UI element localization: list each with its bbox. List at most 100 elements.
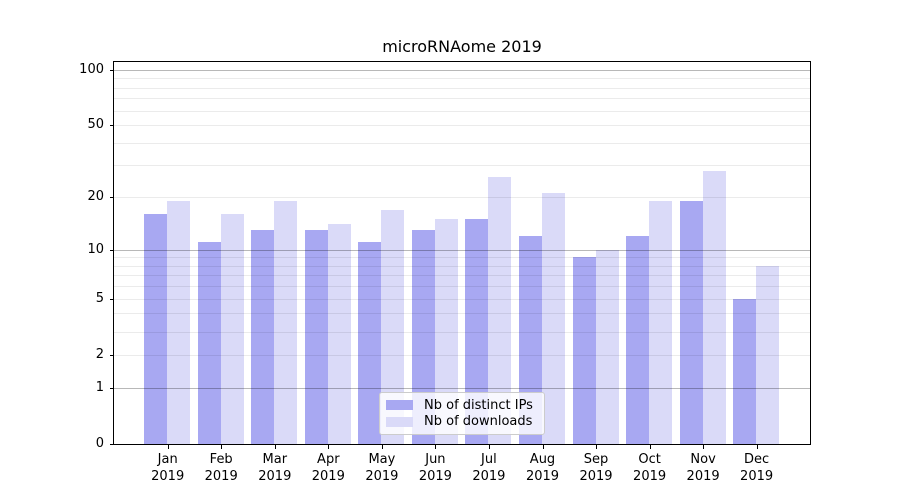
bar-ips-nov <box>679 201 703 444</box>
bar-ips-dec <box>733 298 757 444</box>
y-tick-label-5: 5 <box>95 290 104 306</box>
bar-downloads-jan <box>167 201 191 444</box>
x-tick-label-line: 2019 <box>418 469 452 484</box>
bar-ips-apr <box>304 229 328 444</box>
bar-ips-jul <box>465 219 489 444</box>
x-tick-label-line: 2019 <box>633 469 667 484</box>
y-tick-label-50: 50 <box>87 117 104 132</box>
x-tick-label-line: 2019 <box>740 469 774 484</box>
bar-downloads-aug <box>542 193 565 444</box>
gridline-40 <box>114 142 811 144</box>
y-tick-100 <box>110 69 114 71</box>
x-tick-label-line: Mar <box>262 452 288 467</box>
x-tick-label-line: 2019 <box>472 469 506 484</box>
bar-downloads-sep <box>595 249 619 444</box>
gridline-6 <box>114 286 811 288</box>
legend-item-distinct-ips: Nb of distinct IPs <box>386 397 536 414</box>
bar-downloads-mar <box>274 201 298 444</box>
x-tick-label-line: 2019 <box>686 469 720 484</box>
x-tick-label-dec: Dec 2019 <box>725 451 789 485</box>
x-tick-label-line: Dec <box>744 452 770 467</box>
bar-ips-aug <box>519 235 542 444</box>
x-tick-label-mar: Mar 2019 <box>243 451 307 485</box>
x-tick-label-oct: Oct 2019 <box>618 451 682 485</box>
bar-ips-mar <box>251 229 275 444</box>
bar-downloads-jun <box>434 219 458 444</box>
bar-downloads-jul <box>488 176 512 444</box>
gridline-3 <box>114 331 811 333</box>
x-tick-label-sep: Sep 2019 <box>564 451 628 485</box>
x-tick-label-jun: Jun 2019 <box>403 451 467 485</box>
gridline-90 <box>114 78 811 80</box>
gridline-4 <box>114 313 811 315</box>
x-tick-label-jul: Jul 2019 <box>457 451 521 485</box>
y-tick-label-2: 2 <box>95 346 104 362</box>
x-tick-label-line: Aug <box>529 452 556 467</box>
x-tick-label-feb: Feb 2019 <box>189 451 253 485</box>
chart-title: microRNAome 2019 <box>382 37 542 56</box>
gridline-major-10 <box>114 249 811 251</box>
x-tick-aug <box>542 445 544 449</box>
x-tick-label-jan: Jan 2019 <box>136 451 200 485</box>
x-tick-jun <box>435 445 437 449</box>
x-tick-label-apr: Apr 2019 <box>296 451 360 485</box>
x-tick-label-line: Nov <box>690 452 716 467</box>
x-tick-label-line: 2019 <box>258 469 292 484</box>
x-tick-apr <box>328 445 330 449</box>
bar-downloads-apr <box>327 224 351 444</box>
x-tick-label-line: Jul <box>481 452 497 467</box>
bar-downloads-oct <box>649 201 673 444</box>
bottom-spine <box>113 444 811 445</box>
x-tick-label-line: Feb <box>209 452 233 467</box>
x-tick-label-line: 2019 <box>579 469 613 484</box>
bar-downloads-nov <box>702 170 726 444</box>
bar-ips-feb <box>197 242 221 444</box>
legend-label-distinct-ips: Nb of distinct IPs <box>424 397 533 413</box>
y-tick-2 <box>110 354 114 356</box>
x-tick-label-line: 2019 <box>151 469 185 484</box>
y-tick-20 <box>110 197 114 198</box>
gridline-50 <box>114 125 811 126</box>
y-tick-1 <box>110 387 114 389</box>
bar-ips-may <box>358 242 382 444</box>
gridline-70 <box>114 98 811 100</box>
x-tick-label-nov: Nov 2019 <box>671 451 735 485</box>
gridline-9 <box>114 257 811 259</box>
gridline-60 <box>114 110 811 112</box>
y-tick-5 <box>110 298 114 300</box>
right-spine <box>810 61 811 445</box>
legend-item-downloads: Nb of downloads <box>386 414 536 431</box>
x-tick-jan <box>167 445 169 449</box>
bar-downloads-may <box>381 209 405 444</box>
top-spine <box>113 61 811 62</box>
y-tick-label-100: 100 <box>79 61 104 77</box>
legend-swatch-distinct-ips <box>386 400 413 411</box>
bar-downloads-dec <box>756 265 780 444</box>
x-tick-nov <box>703 445 705 449</box>
gridline-2 <box>114 354 811 356</box>
bar-ips-jun <box>411 229 435 444</box>
x-tick-label-line: 2019 <box>204 469 238 484</box>
gridline-20 <box>114 197 811 198</box>
x-tick-label-line: Apr <box>317 452 340 467</box>
x-tick-label-line: 2019 <box>525 469 560 484</box>
y-tick-10 <box>110 249 114 251</box>
gridline-major-1 <box>114 387 811 389</box>
gridline-30 <box>114 165 811 167</box>
bar-ips-jan <box>144 214 168 444</box>
x-tick-label-may: May 2019 <box>350 451 414 485</box>
y-tick-label-20: 20 <box>87 189 104 204</box>
y-tick-50 <box>110 125 114 126</box>
x-tick-label-line: Jan <box>157 452 178 467</box>
left-spine <box>113 61 114 445</box>
x-tick-dec <box>756 445 758 449</box>
gridline-5 <box>114 298 811 300</box>
x-tick-label-line: May <box>368 452 396 467</box>
gridline-80 <box>114 87 811 89</box>
gridline-8 <box>114 265 811 267</box>
y-tick-0 <box>110 444 114 445</box>
x-tick-label-line: 2019 <box>365 469 399 484</box>
x-tick-label-aug: Aug 2019 <box>511 451 575 485</box>
x-tick-label-line: Sep <box>583 452 609 467</box>
gridline-major-100 <box>114 69 811 71</box>
